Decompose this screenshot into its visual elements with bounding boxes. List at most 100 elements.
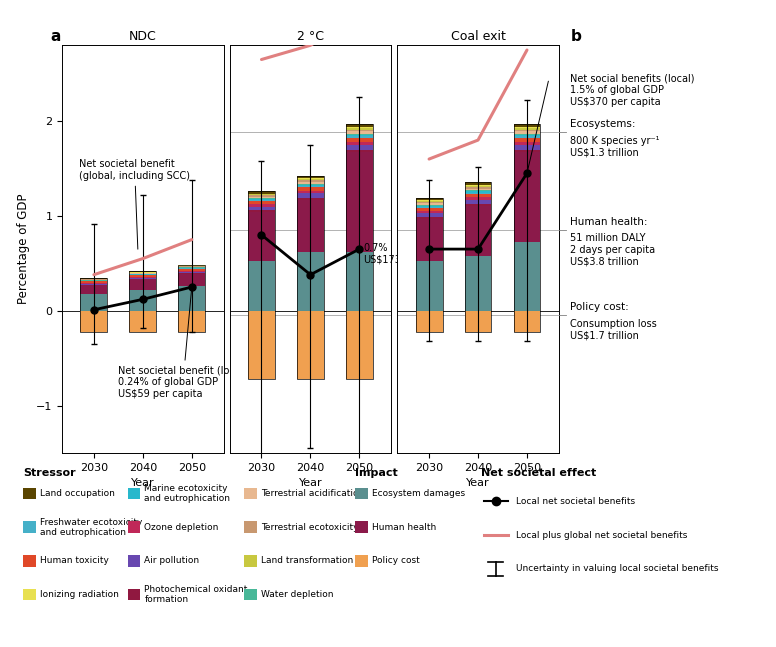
Bar (465, 193, 491, 197)
Bar (130, 278, 156, 279)
Text: Terrestrial acidification: Terrestrial acidification (261, 489, 364, 498)
Bar (465, 206, 491, 256)
Bar (297, 186, 324, 187)
Text: Net social benefits (local)
1.5% of global GDP
US$370 per capita: Net social benefits (local) 1.5% of glob… (570, 74, 695, 107)
Text: Water depletion: Water depletion (261, 590, 333, 599)
Bar (416, 201, 442, 202)
Bar (178, 273, 205, 274)
Bar (130, 280, 156, 290)
Title: 2 °C: 2 °C (297, 30, 324, 43)
Bar (465, 182, 491, 185)
Bar (514, 311, 540, 331)
Bar (416, 206, 442, 208)
Bar (514, 150, 540, 153)
X-axis label: Year: Year (466, 478, 490, 488)
Text: Uncertainty in valuing local societal benefits: Uncertainty in valuing local societal be… (516, 564, 719, 573)
X-axis label: Year: Year (131, 478, 154, 488)
Bar (514, 137, 540, 138)
Text: Photochemical oxidant
formation: Photochemical oxidant formation (144, 585, 248, 604)
Title: Coal exit: Coal exit (451, 30, 505, 43)
Bar (297, 176, 324, 379)
Text: Local plus global net societal benefits: Local plus global net societal benefits (516, 531, 688, 540)
Bar (178, 271, 205, 272)
Bar (81, 294, 107, 311)
Bar (346, 131, 372, 134)
Bar (514, 124, 540, 331)
Bar (130, 279, 156, 280)
Bar (346, 124, 372, 379)
Bar (416, 198, 442, 201)
Title: NDC: NDC (129, 30, 157, 43)
Bar (346, 128, 372, 130)
Bar (297, 176, 324, 179)
Bar (297, 311, 324, 379)
Bar (81, 281, 107, 283)
Bar (416, 214, 442, 217)
Bar (416, 211, 442, 214)
Bar (248, 192, 275, 379)
Bar (465, 188, 491, 190)
Bar (514, 124, 540, 127)
Bar (248, 193, 275, 195)
Text: Human health:: Human health: (570, 217, 648, 227)
Bar (514, 142, 540, 145)
Bar (416, 208, 442, 211)
Bar (178, 272, 205, 273)
Bar (346, 138, 372, 142)
Text: Local net societal benefits: Local net societal benefits (516, 497, 636, 506)
Bar (81, 311, 107, 331)
Bar (514, 128, 540, 130)
Bar (346, 134, 372, 135)
Bar (130, 277, 156, 278)
Bar (346, 142, 372, 145)
Bar (465, 192, 491, 193)
Bar (178, 265, 205, 331)
Bar (465, 311, 491, 331)
Bar (346, 137, 372, 138)
Bar (514, 145, 540, 150)
Bar (248, 192, 275, 193)
Bar (248, 212, 275, 261)
Bar (178, 274, 205, 286)
Text: Stressor: Stressor (23, 468, 76, 477)
Text: Freshwater ecotoxicity
and eutrophication: Freshwater ecotoxicity and eutrophicatio… (40, 518, 142, 537)
Bar (297, 200, 324, 252)
Bar (297, 181, 324, 182)
Text: 0.7%
US$173: 0.7% US$173 (363, 243, 401, 265)
Bar (130, 271, 156, 272)
Bar (178, 269, 205, 271)
Bar (514, 243, 540, 311)
Bar (248, 197, 275, 198)
Bar (297, 198, 324, 200)
Bar (81, 283, 107, 285)
Text: Ionizing radiation: Ionizing radiation (40, 590, 119, 599)
Bar (130, 290, 156, 311)
Bar (248, 206, 275, 210)
Text: Policy cost: Policy cost (372, 556, 420, 565)
Bar (346, 150, 372, 153)
Text: Land transformation: Land transformation (261, 556, 353, 565)
Bar (346, 252, 372, 311)
Bar (346, 124, 372, 127)
Bar (248, 199, 275, 200)
Text: Marine ecotoxicity
and eutrophication: Marine ecotoxicity and eutrophication (144, 484, 230, 503)
Bar (465, 200, 491, 204)
Bar (465, 190, 491, 192)
Text: Net societal benefit
(global, including SCC): Net societal benefit (global, including … (79, 159, 190, 249)
Bar (346, 135, 372, 137)
Bar (248, 204, 275, 206)
Text: Ecosystem damages: Ecosystem damages (372, 489, 465, 498)
Bar (248, 261, 275, 311)
Bar (514, 153, 540, 243)
Text: Land occupation: Land occupation (40, 489, 114, 498)
Bar (297, 193, 324, 198)
Bar (248, 200, 275, 201)
Bar (297, 182, 324, 184)
Text: 51 million DALY
2 days per capita
US$3.8 trillion: 51 million DALY 2 days per capita US$3.8… (570, 234, 656, 267)
Bar (514, 138, 540, 142)
Bar (248, 311, 275, 379)
Bar (465, 187, 491, 188)
Bar (81, 285, 107, 294)
Bar (416, 198, 442, 331)
Bar (178, 311, 205, 331)
